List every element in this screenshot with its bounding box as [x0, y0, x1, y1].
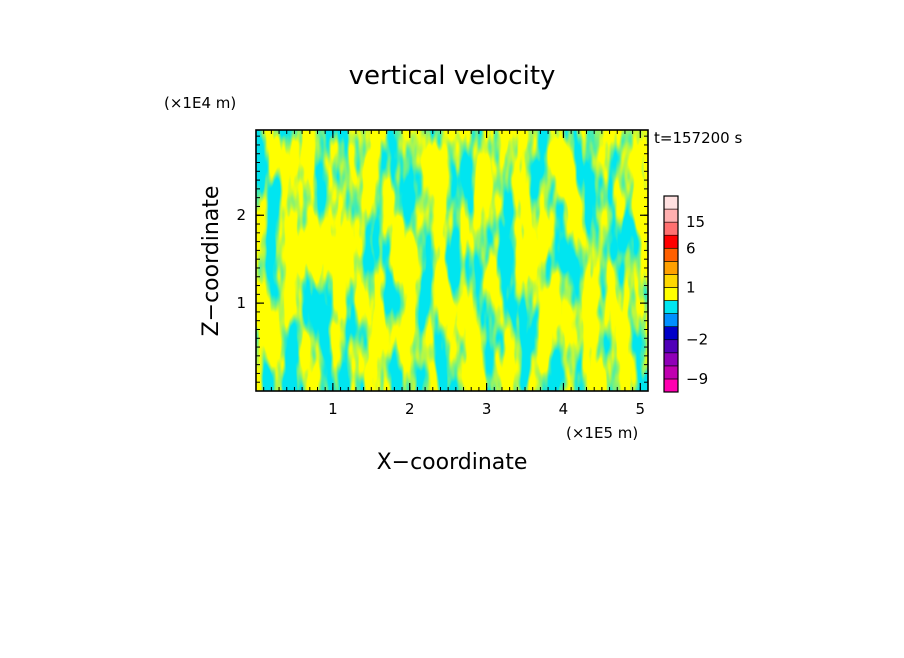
plot-area [256, 130, 648, 391]
colorbar-segment [663, 378, 679, 393]
field-negative [256, 130, 648, 391]
colorbar: 15 6 1 −2 −9 [663, 195, 708, 393]
colorbar-tick-label: 15 [686, 213, 705, 231]
colorbar-tick-label: 1 [686, 278, 696, 296]
x-axis-title: X−coordinate [377, 450, 528, 475]
y-axis-title: Z−coordinate [199, 186, 224, 337]
colorbar-segment [663, 195, 679, 210]
time-label: t=157200 s [654, 129, 742, 147]
colorbar-tick-label: −2 [686, 331, 708, 349]
colorbar-segment [663, 352, 679, 367]
y-unit-label: (×1E4 m) [164, 94, 236, 112]
y-tick-label: 2 [236, 206, 246, 224]
colorbar-segment [663, 287, 679, 301]
y-tick-label: 1 [236, 294, 246, 312]
colorbar-segment [663, 274, 679, 288]
colorbar-tick-label: −9 [686, 370, 708, 388]
x-tick-label: 3 [482, 400, 492, 418]
x-unit-label: (×1E5 m) [566, 424, 638, 442]
colorbar-segment [663, 300, 679, 314]
colorbar-segment [663, 261, 679, 275]
chart-title: vertical velocity [349, 61, 556, 91]
colorbar-segment [663, 247, 679, 262]
x-tick-label: 1 [328, 400, 338, 418]
colorbar-tick-label: 6 [686, 239, 696, 257]
plot-frame [255, 129, 649, 392]
colorbar-segment [663, 313, 679, 327]
x-tick-label: 4 [559, 400, 569, 418]
x-axis: 1 2 3 4 5 [263, 130, 649, 418]
colorbar-segment [663, 326, 679, 341]
colorbar-segment [663, 234, 679, 249]
colorbar-frame [663, 195, 679, 393]
x-tick-label: 2 [405, 400, 415, 418]
colorbar-segment [663, 221, 679, 236]
colorbar-segment [663, 339, 679, 354]
x-tick-label: 5 [636, 400, 646, 418]
colorbar-segment [663, 365, 679, 380]
colorbar-segment [663, 208, 679, 223]
y-axis: 12 [236, 135, 648, 383]
